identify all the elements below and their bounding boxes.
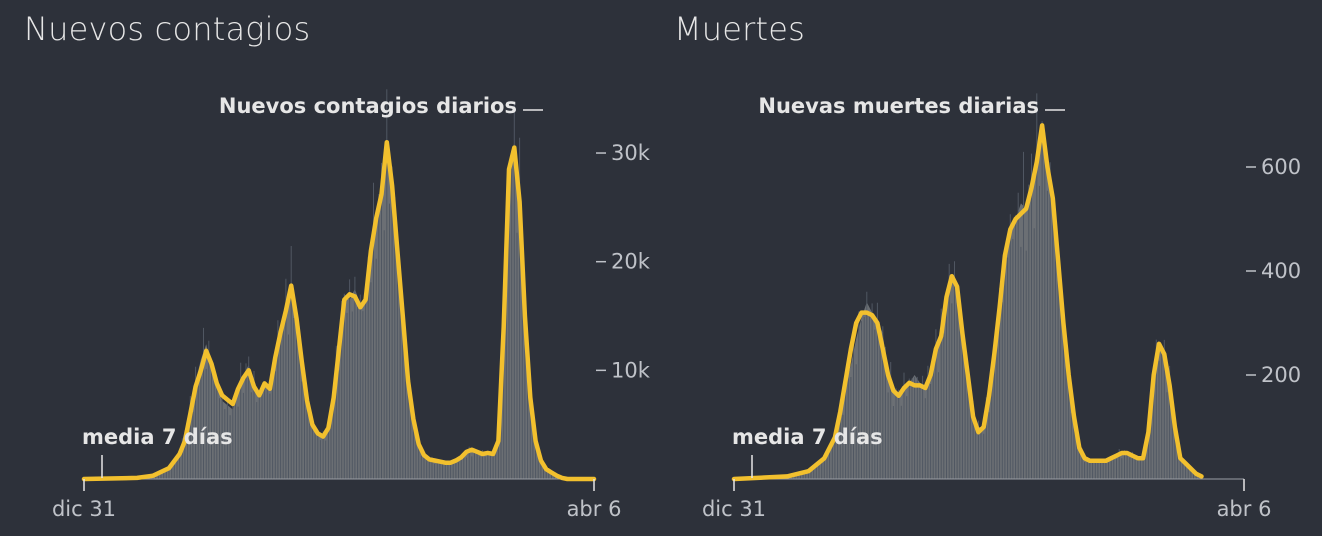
cases-panel: Nuevos contagios 10k 20k 30k dic 31 abr 6 Nue… xyxy=(0,0,650,536)
x-start-label: dic 31 xyxy=(52,497,116,521)
deaths-chart: 200 400 600 dic 31 abr 6 Nuevas muertes diari… xyxy=(702,93,1300,521)
daily-series-label: Nuevas muertes diarias xyxy=(758,94,1039,118)
x-start-label: dic 31 xyxy=(702,497,766,521)
deaths-title: Muertes xyxy=(674,10,806,48)
avg-series-label: media 7 días xyxy=(82,425,233,449)
y-tick-label: 200 xyxy=(1261,363,1300,387)
daily-series-label: Nuevos contagios diarios xyxy=(219,94,517,118)
avg-series-label: media 7 días xyxy=(732,425,883,449)
y-tick-label: 10k xyxy=(611,358,650,382)
cases-title: Nuevos contagios xyxy=(24,10,311,48)
avg-line xyxy=(81,139,597,482)
y-tick-label: 600 xyxy=(1261,155,1300,179)
x-end-label: abr 6 xyxy=(1217,497,1272,521)
y-tick-label: 30k xyxy=(611,141,650,165)
cases-chart: 10k 20k 30k dic 31 abr 6 Nuevos contagios dia… xyxy=(52,89,650,521)
avg-line xyxy=(731,123,1204,482)
x-end-label: abr 6 xyxy=(567,497,622,521)
y-tick-label: 400 xyxy=(1261,259,1300,283)
deaths-panel: Muertes 200 400 600 dic 31 abr 6 Nuevas muert… xyxy=(650,0,1300,536)
y-tick-label: 20k xyxy=(611,250,650,274)
